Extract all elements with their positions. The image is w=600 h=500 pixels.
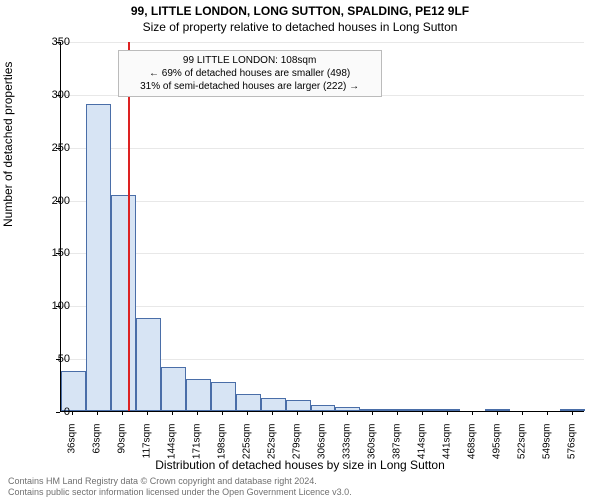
x-tick-label: 36sqm (67, 424, 78, 468)
x-tick-mark (347, 411, 348, 415)
gridline (61, 253, 584, 254)
x-tick-label: 495sqm (491, 424, 502, 468)
x-tick-mark (497, 411, 498, 415)
x-tick-mark (572, 411, 573, 415)
histogram-bar (410, 409, 435, 411)
footer-line-2: Contains public sector information licen… (8, 487, 352, 498)
x-tick-mark (547, 411, 548, 415)
histogram-bar (236, 394, 261, 411)
y-tick-label: 0 (30, 406, 70, 418)
x-tick-label: 522sqm (516, 424, 527, 468)
x-tick-label: 549sqm (541, 424, 552, 468)
annotation-line-1: 99 LITTLE LONDON: 108sqm (125, 54, 375, 67)
y-tick-mark (56, 412, 60, 413)
x-tick-label: 360sqm (366, 424, 377, 468)
y-tick-label: 200 (30, 195, 70, 207)
x-tick-label: 252sqm (267, 424, 278, 468)
y-tick-mark (56, 95, 60, 96)
y-tick-label: 300 (30, 89, 70, 101)
histogram-bar (186, 379, 211, 411)
histogram-bar (286, 400, 311, 411)
y-tick-mark (56, 359, 60, 360)
gridline (61, 148, 584, 149)
x-tick-mark (97, 411, 98, 415)
x-tick-label: 198sqm (217, 424, 228, 468)
histogram-bar (385, 409, 410, 411)
gridline (61, 42, 584, 43)
x-tick-mark (172, 411, 173, 415)
x-tick-mark (522, 411, 523, 415)
x-tick-label: 306sqm (317, 424, 328, 468)
y-tick-label: 150 (30, 247, 70, 259)
histogram-bar (136, 318, 161, 411)
y-tick-mark (56, 42, 60, 43)
x-tick-mark (247, 411, 248, 415)
histogram-bar (435, 409, 460, 411)
x-tick-mark (322, 411, 323, 415)
annotation-line-2: ← 69% of detached houses are smaller (49… (125, 67, 375, 80)
y-tick-mark (56, 201, 60, 202)
footer-line-1: Contains HM Land Registry data © Crown c… (8, 476, 352, 487)
histogram-bar (261, 398, 286, 411)
annotation-box: 99 LITTLE LONDON: 108sqm← 69% of detache… (118, 50, 382, 97)
histogram-bar (86, 104, 111, 411)
y-tick-label: 100 (30, 300, 70, 312)
y-tick-mark (56, 306, 60, 307)
chart-title-main: 99, LITTLE LONDON, LONG SUTTON, SPALDING… (0, 4, 600, 18)
histogram-bar (111, 195, 136, 411)
gridline (61, 306, 584, 307)
x-tick-label: 441sqm (441, 424, 452, 468)
histogram-bar (335, 407, 360, 411)
y-tick-label: 50 (30, 353, 70, 365)
x-tick-label: 279sqm (292, 424, 303, 468)
x-tick-label: 225sqm (242, 424, 253, 468)
x-tick-mark (297, 411, 298, 415)
y-tick-label: 250 (30, 142, 70, 154)
x-tick-mark (422, 411, 423, 415)
x-tick-mark (197, 411, 198, 415)
x-tick-label: 171sqm (192, 424, 203, 468)
histogram-bar (61, 371, 86, 411)
histogram-bar (485, 409, 510, 411)
x-tick-mark (372, 411, 373, 415)
histogram-bar (360, 409, 385, 411)
x-tick-label: 117sqm (142, 424, 153, 468)
x-tick-label: 144sqm (167, 424, 178, 468)
histogram-bar (560, 409, 585, 411)
y-tick-label: 350 (30, 36, 70, 48)
chart-container: 99, LITTLE LONDON, LONG SUTTON, SPALDING… (0, 0, 600, 500)
x-tick-label: 63sqm (92, 424, 103, 468)
x-tick-mark (122, 411, 123, 415)
marker-line (128, 42, 130, 411)
footer-attribution: Contains HM Land Registry data © Crown c… (8, 476, 352, 498)
y-axis-label: Number of detached properties (1, 62, 15, 227)
x-tick-mark (147, 411, 148, 415)
x-tick-mark (72, 411, 73, 415)
x-tick-mark (472, 411, 473, 415)
x-tick-mark (222, 411, 223, 415)
chart-plot-area (60, 42, 584, 412)
x-tick-mark (397, 411, 398, 415)
histogram-bar (211, 382, 236, 411)
gridline (61, 201, 584, 202)
y-tick-mark (56, 253, 60, 254)
x-tick-label: 387sqm (391, 424, 402, 468)
x-tick-label: 333sqm (341, 424, 352, 468)
x-tick-label: 468sqm (466, 424, 477, 468)
x-tick-label: 90sqm (117, 424, 128, 468)
chart-title-sub: Size of property relative to detached ho… (0, 20, 600, 34)
x-tick-label: 414sqm (416, 424, 427, 468)
y-tick-mark (56, 148, 60, 149)
x-tick-mark (447, 411, 448, 415)
x-tick-mark (272, 411, 273, 415)
x-tick-label: 576sqm (566, 424, 577, 468)
histogram-bar (161, 367, 186, 411)
annotation-line-3: 31% of semi-detached houses are larger (… (125, 80, 375, 93)
